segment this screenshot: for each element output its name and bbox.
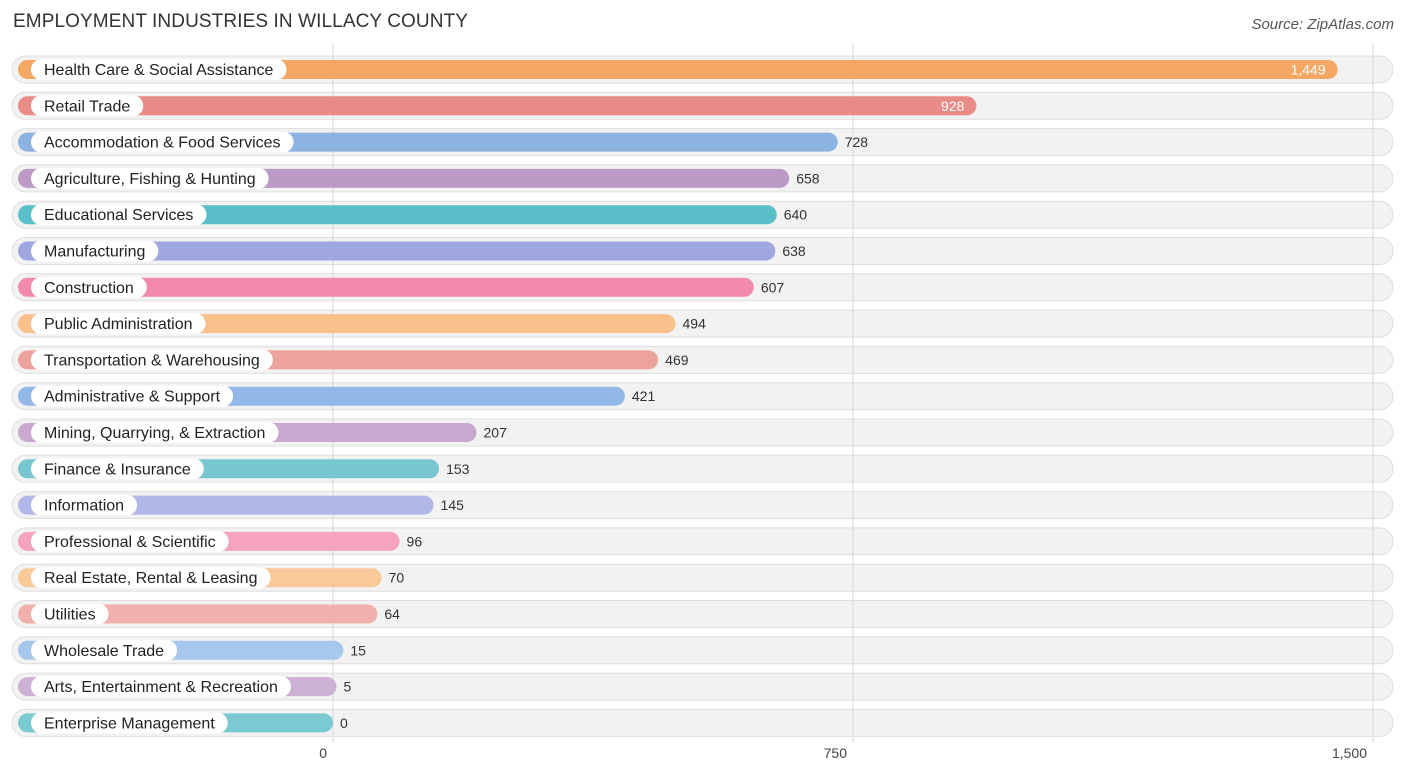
row-track — [11, 708, 1394, 737]
value-label: 153 — [446, 461, 470, 477]
category-label-pill — [31, 603, 109, 625]
value-label: 607 — [761, 279, 785, 295]
category-label: Retail Trade — [44, 98, 130, 115]
category-label: Enterprise Management — [44, 715, 215, 732]
bar[interactable] — [18, 60, 1338, 79]
category-label-pill — [31, 59, 287, 80]
value-label: 145 — [441, 497, 465, 513]
value-label: 928 — [941, 98, 965, 114]
value-label: 638 — [782, 243, 806, 259]
category-label-pill — [31, 567, 271, 589]
value-label: 70 — [389, 570, 405, 586]
category-label: Educational Services — [44, 207, 193, 224]
value-label: 15 — [350, 642, 366, 658]
category-label: Manufacturing — [44, 244, 145, 261]
category-label: Real Estate, Rental & Leasing — [44, 570, 257, 587]
category-label: Accommodation & Food Services — [44, 135, 281, 152]
x-tick-label: 0 — [319, 745, 327, 761]
category-label-pill — [31, 385, 234, 407]
category-label-pill — [31, 530, 229, 552]
value-label: 1,449 — [1291, 62, 1326, 78]
bar[interactable] — [18, 96, 977, 116]
category-label: Arts, Entertainment & Recreation — [44, 679, 278, 696]
value-label: 96 — [407, 533, 423, 549]
value-label: 207 — [484, 425, 508, 441]
category-label-pill — [31, 422, 279, 443]
category-label: Transportation & Warehousing — [44, 352, 260, 369]
row-track — [11, 672, 1394, 701]
bar[interactable] — [18, 604, 378, 624]
bar[interactable] — [18, 277, 754, 297]
value-label: 658 — [796, 170, 820, 186]
category-label-pill — [31, 494, 138, 516]
chart-title: EMPLOYMENT INDUSTRIES IN WILLACY COUNTY — [13, 11, 469, 32]
category-label: Information — [44, 498, 124, 515]
category-label: Mining, Quarrying, & Extraction — [44, 425, 265, 442]
value-label: 728 — [845, 134, 869, 150]
value-label: 5 — [343, 679, 351, 695]
category-label: Construction — [44, 280, 134, 297]
category-label-pill — [31, 313, 206, 335]
value-label: 494 — [683, 316, 707, 332]
value-label: 421 — [632, 388, 656, 404]
category-label-pill — [31, 639, 178, 661]
value-label: 64 — [384, 606, 400, 622]
bar[interactable] — [18, 241, 776, 261]
category-label-pill — [31, 95, 144, 117]
category-label-pill — [31, 458, 204, 480]
value-label: 469 — [665, 352, 689, 368]
category-label-pill — [31, 712, 228, 734]
category-label-pill — [31, 276, 147, 298]
category-label: Utilities — [44, 607, 96, 624]
category-label: Health Care & Social Assistance — [44, 62, 274, 79]
x-tick-label: 1,500 — [1332, 745, 1367, 761]
category-label: Wholesale Trade — [44, 643, 164, 660]
category-label-pill — [31, 131, 294, 153]
category-label-pill — [31, 204, 207, 226]
category-label: Finance & Insurance — [44, 461, 191, 478]
category-label-pill — [31, 676, 291, 698]
category-label-pill — [31, 240, 159, 262]
category-label: Public Administration — [44, 316, 193, 333]
category-label-pill — [31, 167, 269, 189]
bar[interactable] — [18, 205, 777, 225]
category-label: Agriculture, Fishing & Hunting — [44, 171, 256, 188]
value-label: 0 — [340, 715, 348, 731]
x-tick-label: 750 — [824, 745, 848, 761]
category-label: Administrative & Support — [44, 389, 221, 406]
row-track — [11, 636, 1394, 665]
source-note: Source: ZipAtlas.com — [1251, 16, 1394, 33]
value-label: 640 — [784, 207, 808, 223]
category-label-pill — [31, 349, 273, 371]
category-label: Professional & Scientific — [44, 534, 216, 551]
